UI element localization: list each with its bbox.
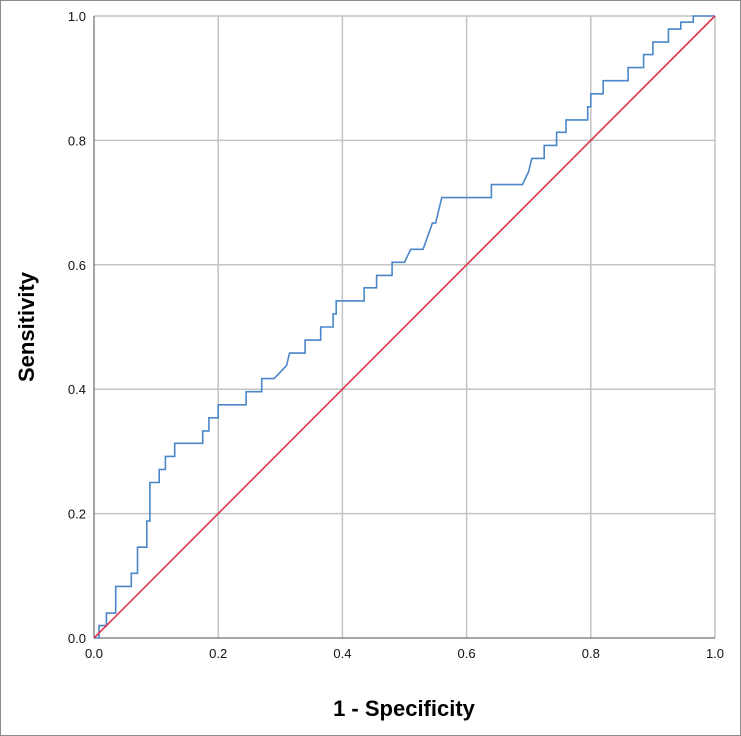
series-layer — [93, 15, 716, 639]
y-tick-label: 1.0 — [68, 9, 86, 24]
y-tick-label: 0.0 — [68, 631, 86, 646]
reference-line — [93, 15, 716, 639]
y-tick-label: 0.6 — [68, 258, 86, 273]
x-tick-label: 0.0 — [85, 646, 103, 661]
y-axis-title: Sensitivity — [14, 271, 39, 382]
x-axis-title: 1 - Specificity — [333, 696, 476, 721]
x-tick-label: 0.6 — [458, 646, 476, 661]
grid — [94, 15, 716, 638]
x-tick-label: 0.4 — [333, 646, 351, 661]
x-tick-label: 1.0 — [706, 646, 724, 661]
y-tick-label: 0.2 — [68, 507, 86, 522]
x-tick-label: 0.8 — [582, 646, 600, 661]
y-tick-labels: 0.0 0.2 0.4 0.6 0.8 1.0 — [68, 9, 86, 646]
y-tick-label: 0.4 — [68, 382, 86, 397]
y-tick-label: 0.8 — [68, 133, 86, 148]
axes — [93, 16, 715, 639]
roc-curve — [94, 15, 715, 639]
x-tick-label: 0.2 — [209, 646, 227, 661]
x-tick-labels: 0.0 0.2 0.4 0.6 0.8 1.0 — [85, 646, 724, 661]
